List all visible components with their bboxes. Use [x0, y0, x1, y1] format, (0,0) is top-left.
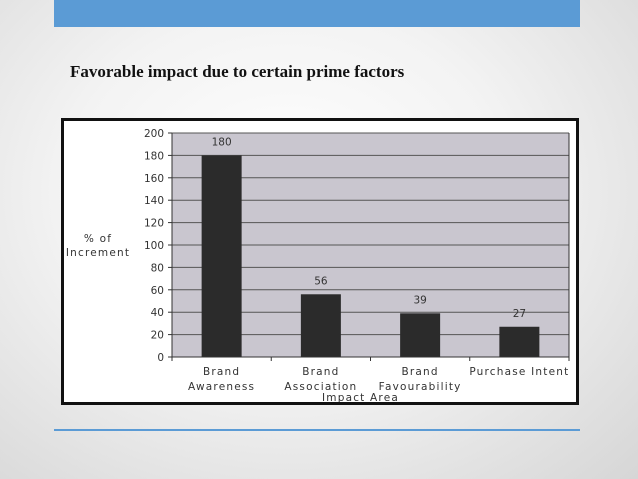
bar: [499, 326, 540, 357]
x-tick-label: Favourability: [379, 381, 462, 393]
slide-title: Favorable impact due to certain prime fa…: [70, 62, 405, 81]
y-tick-label: 100: [144, 240, 164, 252]
x-tick-label: Brand: [203, 366, 240, 378]
y-tick-label: 40: [151, 307, 164, 319]
x-tick-label: Association: [284, 381, 357, 393]
axes: [168, 132, 570, 361]
y-axis-label-line: % of: [84, 233, 112, 245]
x-tick-label: Purchase Intent: [469, 366, 569, 378]
y-tick-label: 200: [144, 128, 164, 140]
x-tick-label: Awareness: [188, 381, 255, 393]
data-labels: 180 56 39 27: [212, 136, 526, 319]
y-tick-label: 0: [157, 352, 164, 364]
bar: [201, 155, 242, 357]
data-label: 39: [413, 294, 426, 306]
bar: [400, 313, 441, 357]
chart-frame: 0 20 40 60 80 100 120 140 160 180 200 Brand Awarene…: [61, 118, 579, 405]
y-axis-label: % of Increment: [66, 233, 130, 259]
footer-rule: [54, 429, 580, 431]
x-axis-label: Impact Area: [322, 392, 399, 402]
bar-chart: 0 20 40 60 80 100 120 140 160 180 200 Brand Awarene…: [66, 128, 570, 402]
x-tick-labels: Brand Awareness Brand Association Brand Favou…: [188, 366, 569, 393]
y-axis-label-line: Increment: [66, 247, 130, 259]
header-accent-bar: [54, 0, 580, 27]
y-tick-label: 60: [151, 285, 164, 297]
y-tick-label: 80: [151, 262, 164, 274]
y-tick-labels: 0 20 40 60 80 100 120 140 160 180 200: [144, 128, 164, 364]
bars: [201, 155, 540, 357]
data-label: 27: [513, 308, 526, 320]
x-tick-label: Brand: [302, 366, 339, 378]
y-tick-label: 120: [144, 218, 164, 230]
x-tick-label: Brand: [401, 366, 438, 378]
data-label: 180: [212, 136, 232, 148]
y-tick-label: 20: [151, 330, 164, 342]
y-tick-label: 140: [144, 195, 164, 207]
y-tick-label: 160: [144, 173, 164, 185]
y-tick-label: 180: [144, 150, 164, 162]
bar: [300, 294, 341, 357]
data-label: 56: [314, 275, 328, 287]
